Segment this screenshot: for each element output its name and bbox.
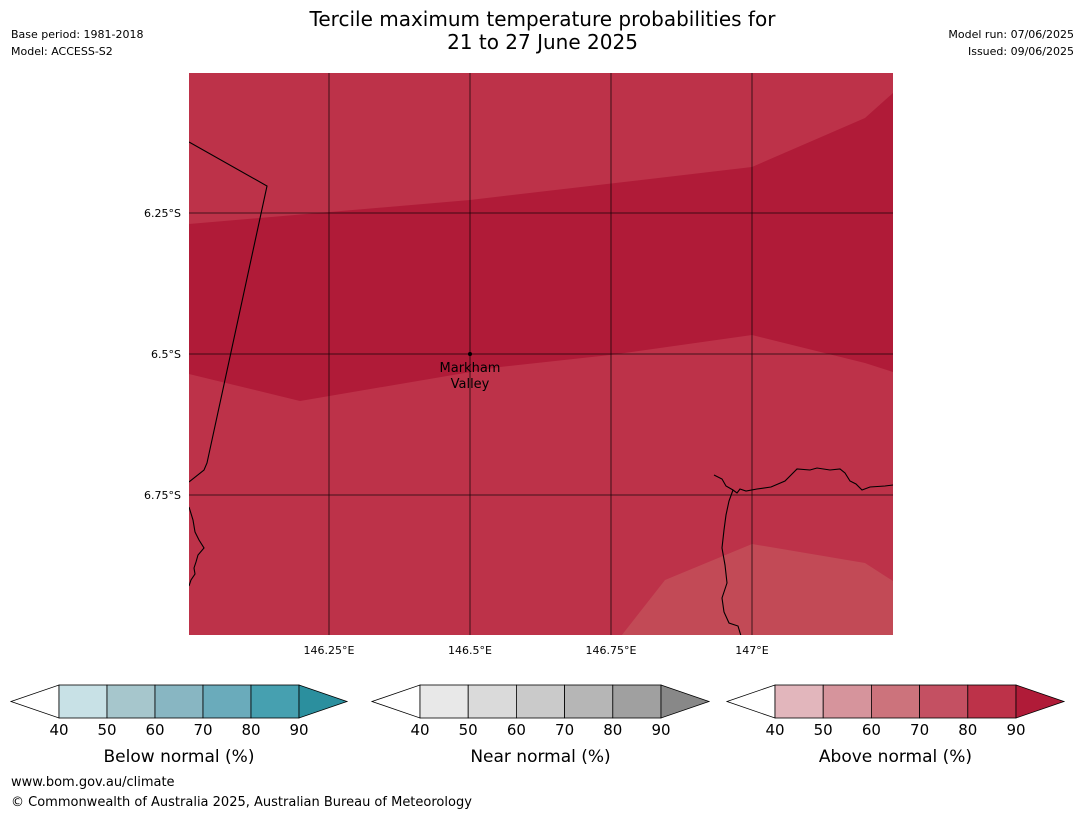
meta-left: Base period: 1981-2018 Model: ACCESS-S2 [11, 26, 143, 60]
colorbars: 40 50 60 70 80 90 Below normal (%) 40 50 60 70 80 90… [9, 684, 1066, 767]
colorbar-above: 40 50 60 70 80 90 Above normal (%) [725, 684, 1066, 767]
colorbar-near-under [370, 684, 421, 719]
colorbar-above-tick-label: 60 [862, 721, 881, 739]
title-line-1: Tercile maximum temperature probabilitie… [309, 7, 776, 31]
footer-url: www.bom.gov.au/climate [11, 775, 175, 790]
colorbar-above-segment [871, 684, 921, 719]
colorbar-above-segment [774, 684, 824, 719]
colorbar-near-tick-label: 40 [410, 721, 429, 739]
colorbar-above-under [725, 684, 776, 719]
colorbar-above-tick-label: 80 [958, 721, 977, 739]
colorbar-below-tick-label: 40 [49, 721, 68, 739]
colorbar-below-tick-label: 70 [193, 721, 212, 739]
lat-label-6-75: 6.75°S [144, 489, 181, 502]
colorbar-near-segment [467, 684, 517, 719]
page-title: Tercile maximum temperature probabilitie… [0, 8, 1085, 54]
colorbar-above-title: Above normal (%) [819, 747, 972, 767]
region-above-80-90 [189, 93, 893, 401]
colorbar-above-tick-label: 90 [1006, 721, 1025, 739]
footer-copyright: © Commonwealth of Australia 2025, Austra… [11, 795, 472, 810]
colorbar-above-segment [822, 684, 872, 719]
colorbar-above-segment [967, 684, 1017, 719]
colorbar-below-over [298, 684, 349, 719]
colorbar-below-under [9, 684, 60, 719]
lon-label-146-25: 146.25°E [304, 644, 355, 657]
colorbar-below-tick-label: 80 [241, 721, 260, 739]
lon-label-146-5: 146.5°E [448, 644, 492, 657]
colorbar-near-tick-label: 80 [603, 721, 622, 739]
meta-right: Model run: 07/06/2025 Issued: 09/06/2025 [948, 26, 1074, 60]
colorbar-near-tick-label: 50 [459, 721, 478, 739]
lon-label-147: 147°E [735, 644, 768, 657]
colorbar-below-title: Below normal (%) [104, 747, 255, 767]
colorbar-above-tick-label: 70 [910, 721, 929, 739]
colorbar-near-tick-label: 70 [555, 721, 574, 739]
coastline-east [713, 467, 893, 494]
place-label-line-2: Valley [451, 377, 490, 392]
title-line-2: 21 to 27 June 2025 [447, 30, 638, 54]
lat-label-6-25: 6.25°S [144, 207, 181, 220]
colorbar-above-over [1015, 684, 1066, 719]
region-above-60-70 [621, 544, 893, 635]
colorbar-below-tick-label: 50 [97, 721, 116, 739]
map-area [189, 73, 893, 635]
place-marker [468, 352, 472, 356]
colorbar-near-over [660, 684, 711, 719]
model-text: Model: ACCESS-S2 [11, 45, 113, 58]
model-run-text: Model run: 07/06/2025 [948, 28, 1074, 41]
lat-label-6-5: 6.5°S [151, 348, 181, 361]
colorbar-near-segment [564, 684, 614, 719]
colorbar-above-segment [919, 684, 969, 719]
colorbar-below-segment [106, 684, 156, 719]
colorbar-below-segment [202, 684, 252, 719]
lon-label-146-75: 146.75°E [586, 644, 637, 657]
colorbar-above-tick-label: 50 [814, 721, 833, 739]
colorbar-near-segment [516, 684, 566, 719]
coastline-west [189, 506, 205, 587]
coastline-east-south [721, 489, 742, 635]
colorbar-below-segment [154, 684, 204, 719]
colorbar-near-segment [612, 684, 662, 719]
colorbar-near-segment [419, 684, 469, 719]
base-period-text: Base period: 1981-2018 [11, 28, 144, 41]
colorbar-near-tick-label: 90 [651, 721, 670, 739]
issued-text: Issued: 09/06/2025 [967, 45, 1074, 58]
colorbar-below-tick-label: 60 [145, 721, 164, 739]
coastlines [189, 141, 893, 635]
colorbar-below-tick-label: 90 [289, 721, 308, 739]
colorbar-near-title: Near normal (%) [470, 747, 610, 767]
grid-lines [189, 73, 893, 635]
colorbar-near: 40 50 60 70 80 90 Near normal (%) [370, 684, 711, 767]
colorbar-below-segment [58, 684, 108, 719]
colorbar-below: 40 50 60 70 80 90 Below normal (%) [9, 684, 349, 767]
border-line [189, 141, 268, 483]
colorbar-above-tick-label: 40 [765, 721, 784, 739]
place-label-line-1: Markham [440, 361, 501, 376]
colorbar-below-segment [250, 684, 300, 719]
colorbar-near-tick-label: 60 [507, 721, 526, 739]
